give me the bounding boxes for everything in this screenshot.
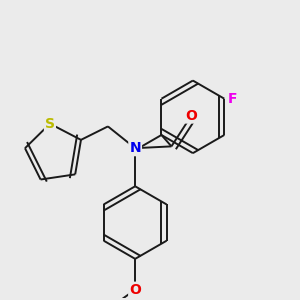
Text: F: F (228, 92, 237, 106)
Text: S: S (45, 117, 55, 131)
Text: O: O (185, 109, 197, 122)
Text: O: O (129, 283, 141, 297)
Text: N: N (129, 141, 141, 155)
